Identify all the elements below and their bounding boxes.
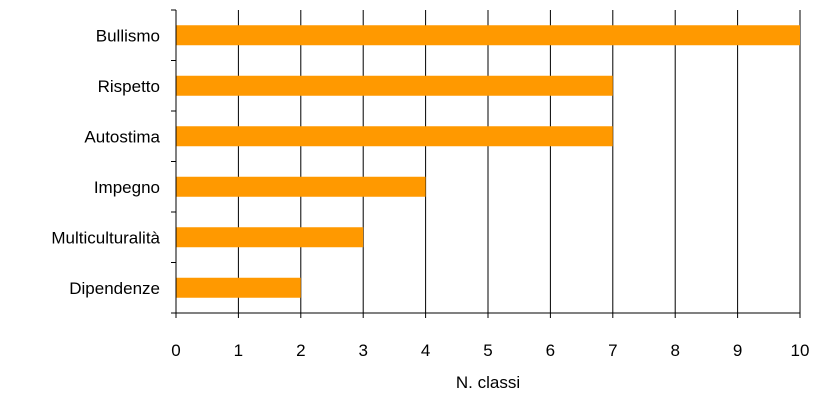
x-tick-label: 10 xyxy=(791,341,810,360)
bar-rispetto xyxy=(176,75,613,96)
x-axis-title: N. classi xyxy=(456,373,520,392)
x-tick-label: 7 xyxy=(608,341,617,360)
category-label: Autostima xyxy=(84,127,160,146)
bars xyxy=(176,25,800,298)
category-label: Rispetto xyxy=(98,77,160,96)
x-tick-label: 2 xyxy=(296,341,305,360)
x-tick-label: 3 xyxy=(358,341,367,360)
x-tick-label: 8 xyxy=(670,341,679,360)
bar-multiculturalità xyxy=(176,227,364,248)
category-label: Multiculturalità xyxy=(51,228,160,247)
bar-bullismo xyxy=(176,25,800,46)
axes xyxy=(171,9,801,318)
category-label: Impegno xyxy=(94,178,160,197)
x-tick-label: 6 xyxy=(546,341,555,360)
bar-dipendenze xyxy=(176,277,301,298)
x-tick-label: 4 xyxy=(421,341,430,360)
x-tick-label: 1 xyxy=(234,341,243,360)
labels: Bullismo Rispetto Autostima Impegno Multicul… xyxy=(51,26,809,360)
category-label: Bullismo xyxy=(96,26,160,45)
bar-impegno xyxy=(176,176,426,197)
category-label: Dipendenze xyxy=(69,279,160,298)
x-tick-label: 5 xyxy=(483,341,492,360)
x-tick-label: 0 xyxy=(171,341,180,360)
grid-lines xyxy=(237,10,801,313)
bar-autostima xyxy=(176,126,613,147)
x-tick-label: 9 xyxy=(733,341,742,360)
